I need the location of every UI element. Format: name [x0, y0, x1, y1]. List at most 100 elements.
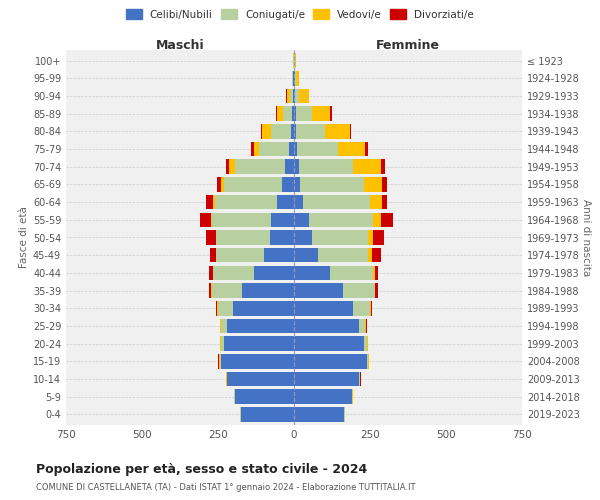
Bar: [217, 301, 294, 316]
Bar: [212, 284, 294, 298]
Bar: [294, 318, 359, 333]
Bar: [221, 336, 294, 351]
Bar: [233, 301, 294, 316]
Bar: [294, 318, 366, 333]
Bar: [220, 354, 294, 368]
Bar: [294, 230, 373, 245]
Bar: [211, 284, 294, 298]
Bar: [294, 195, 387, 210]
Bar: [294, 71, 296, 86]
Bar: [294, 336, 364, 351]
Bar: [217, 177, 294, 192]
Bar: [294, 142, 297, 156]
Bar: [294, 284, 376, 298]
Bar: [294, 54, 296, 68]
Bar: [294, 124, 350, 138]
Bar: [294, 54, 296, 68]
Bar: [221, 318, 294, 333]
Bar: [277, 106, 294, 121]
Bar: [286, 88, 294, 103]
Bar: [292, 71, 294, 86]
Bar: [294, 266, 378, 280]
Bar: [221, 354, 294, 368]
Bar: [262, 124, 294, 138]
Bar: [206, 230, 294, 245]
Bar: [212, 212, 294, 227]
Bar: [294, 230, 312, 245]
Bar: [294, 88, 299, 103]
Bar: [293, 88, 294, 103]
Bar: [294, 407, 346, 422]
Bar: [294, 142, 368, 156]
Bar: [221, 177, 294, 192]
Bar: [293, 54, 294, 68]
Bar: [211, 212, 294, 227]
Bar: [226, 160, 294, 174]
Bar: [218, 301, 294, 316]
Bar: [294, 390, 352, 404]
Bar: [294, 195, 382, 210]
Bar: [294, 106, 332, 121]
Bar: [294, 106, 296, 121]
Bar: [217, 248, 294, 262]
Bar: [294, 266, 373, 280]
Bar: [240, 407, 294, 422]
Bar: [219, 354, 294, 368]
Bar: [294, 177, 364, 192]
Bar: [294, 212, 380, 227]
Bar: [277, 195, 294, 210]
Bar: [294, 160, 385, 174]
Bar: [294, 71, 299, 86]
Bar: [294, 124, 325, 138]
Bar: [235, 390, 294, 404]
Bar: [294, 301, 371, 316]
Bar: [220, 318, 294, 333]
Bar: [277, 106, 294, 121]
Bar: [294, 71, 295, 86]
Text: COMUNE DI CASTELLANETA (TA) - Dati ISTAT 1° gennaio 2024 - Elaborazione TUTTITAL: COMUNE DI CASTELLANETA (TA) - Dati ISTAT…: [36, 484, 415, 492]
Bar: [229, 160, 294, 174]
Bar: [293, 54, 294, 68]
Bar: [294, 230, 383, 245]
Bar: [224, 177, 294, 192]
Text: Popolazione per età, sesso e stato civile - 2024: Popolazione per età, sesso e stato civil…: [36, 462, 367, 475]
Bar: [294, 372, 361, 386]
Bar: [215, 230, 294, 245]
Bar: [220, 318, 294, 333]
Bar: [294, 106, 312, 121]
Bar: [214, 266, 294, 280]
Bar: [294, 372, 360, 386]
Bar: [294, 266, 331, 280]
Bar: [294, 284, 378, 298]
Bar: [294, 160, 380, 174]
Bar: [294, 407, 344, 422]
Bar: [259, 142, 294, 156]
Bar: [226, 372, 294, 386]
Bar: [294, 354, 369, 368]
Bar: [294, 212, 373, 227]
Bar: [291, 124, 294, 138]
Bar: [269, 230, 294, 245]
Bar: [294, 372, 359, 386]
Bar: [283, 106, 294, 121]
Bar: [214, 195, 294, 210]
Bar: [294, 407, 345, 422]
Bar: [213, 266, 294, 280]
Bar: [294, 106, 331, 121]
Bar: [227, 318, 294, 333]
Bar: [294, 266, 374, 280]
Bar: [293, 54, 294, 68]
Bar: [294, 372, 360, 386]
Bar: [226, 372, 294, 386]
Bar: [294, 354, 367, 368]
Bar: [200, 212, 294, 227]
Bar: [292, 106, 294, 121]
Text: Femmine: Femmine: [376, 39, 440, 52]
Bar: [294, 54, 295, 68]
Bar: [294, 212, 309, 227]
Bar: [294, 212, 393, 227]
Bar: [294, 177, 300, 192]
Bar: [215, 195, 294, 210]
Bar: [287, 88, 294, 103]
Bar: [209, 284, 294, 298]
